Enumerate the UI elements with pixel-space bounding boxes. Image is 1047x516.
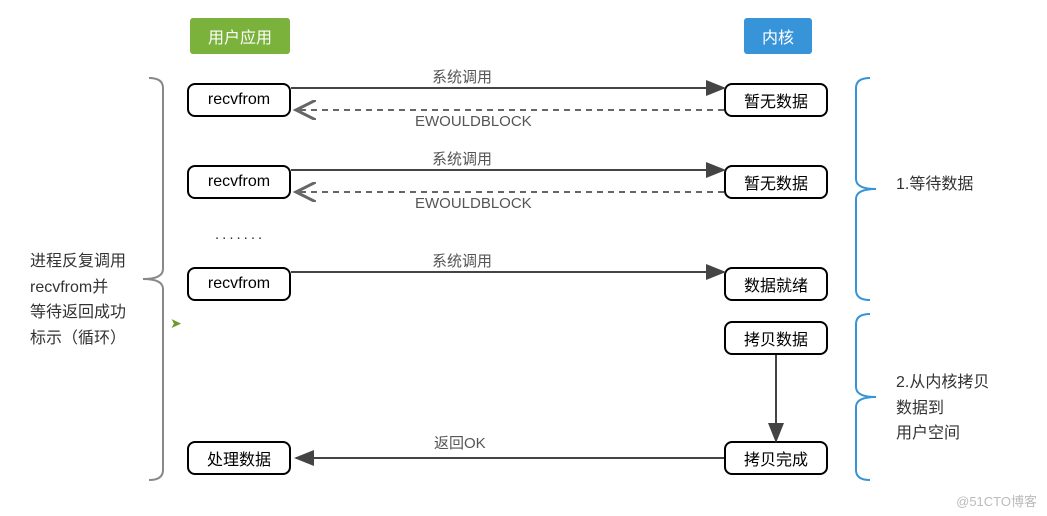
header-kernel: 内核 bbox=[744, 18, 812, 54]
node-copy-done: 拷贝完成 bbox=[724, 441, 828, 475]
node-recvfrom-1: recvfrom bbox=[187, 83, 291, 117]
watermark: @51CTO博客 bbox=[956, 491, 1037, 510]
node-copy-data: 拷贝数据 bbox=[724, 321, 828, 355]
node-recvfrom-3: recvfrom bbox=[187, 267, 291, 301]
label-syscall-1: 系统调用 bbox=[432, 66, 492, 87]
cursor-icon: ➤ bbox=[170, 315, 182, 332]
ellipsis-dots: ....... bbox=[215, 226, 265, 243]
node-recvfrom-2: recvfrom bbox=[187, 165, 291, 199]
node-nodata-2: 暂无数据 bbox=[724, 165, 828, 199]
node-data-ready: 数据就绪 bbox=[724, 267, 828, 301]
label-syscall-2: 系统调用 bbox=[432, 148, 492, 169]
label-syscall-3: 系统调用 bbox=[432, 250, 492, 271]
label-ewouldblock-2: EWOULDBLOCK bbox=[415, 195, 532, 212]
side-right-copy: 2.从内核拷贝数据到用户空间 bbox=[896, 370, 989, 447]
header-user-app: 用户应用 bbox=[190, 18, 290, 54]
node-nodata-1: 暂无数据 bbox=[724, 83, 828, 117]
label-ewouldblock-1: EWOULDBLOCK bbox=[415, 113, 532, 130]
label-return-ok: 返回OK bbox=[434, 432, 486, 453]
diagram-svg bbox=[0, 0, 1047, 516]
node-process: 处理数据 bbox=[187, 441, 291, 475]
side-right-wait: 1.等待数据 bbox=[896, 172, 973, 198]
side-left-loop: 进程反复调用recvfrom并等待返回成功标示（循环） bbox=[30, 249, 126, 351]
